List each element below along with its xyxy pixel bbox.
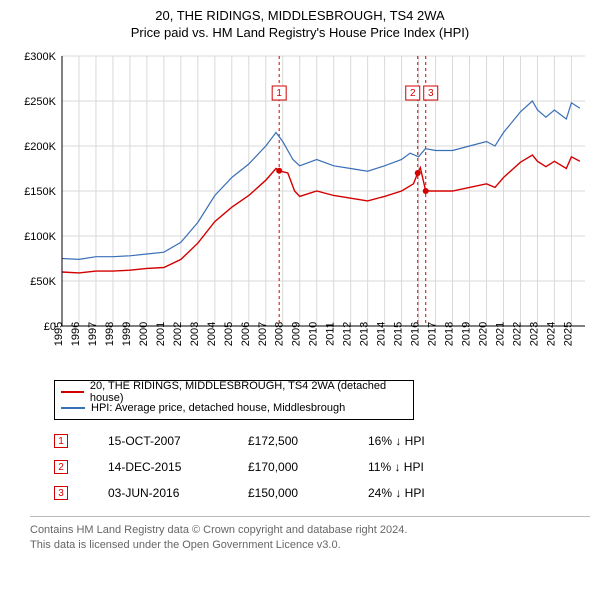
svg-text:£200K: £200K [24,141,56,153]
svg-text:2014: 2014 [376,322,388,346]
svg-text:2022: 2022 [511,322,523,346]
svg-text:2015: 2015 [393,322,405,346]
chart-container: 20, THE RIDINGS, MIDDLESBROUGH, TS4 2WA … [0,0,600,562]
svg-text:£300K: £300K [24,51,56,63]
transaction-marker: 2 [54,460,68,474]
transaction-row: 1 15-OCT-2007 £172,500 16% ↓ HPI [54,428,590,454]
svg-text:2020: 2020 [478,322,490,346]
svg-text:2024: 2024 [545,322,557,346]
svg-text:2025: 2025 [562,322,574,346]
transaction-price: £170,000 [248,460,328,474]
svg-text:£150K: £150K [24,186,56,198]
svg-text:1: 1 [276,88,282,99]
title-address: 20, THE RIDINGS, MIDDLESBROUGH, TS4 2WA [10,8,590,23]
svg-text:2016: 2016 [410,322,422,346]
transaction-row: 3 03-JUN-2016 £150,000 24% ↓ HPI [54,480,590,506]
svg-text:2013: 2013 [359,322,371,346]
svg-text:1998: 1998 [104,322,116,346]
svg-text:2019: 2019 [461,322,473,346]
svg-text:£50K: £50K [30,276,56,288]
svg-text:2002: 2002 [172,322,184,346]
svg-text:3: 3 [428,88,434,99]
svg-text:2003: 2003 [189,322,201,346]
svg-text:£100K: £100K [24,231,56,243]
svg-text:2004: 2004 [206,322,218,346]
transaction-date: 03-JUN-2016 [108,486,208,500]
svg-text:1996: 1996 [70,322,82,346]
footer-attribution: Contains HM Land Registry data © Crown c… [30,516,590,554]
transaction-diff: 24% ↓ HPI [368,486,468,500]
transaction-date: 14-DEC-2015 [108,460,208,474]
legend-label: HPI: Average price, detached house, Midd… [91,402,345,414]
svg-text:2001: 2001 [155,322,167,346]
transaction-price: £172,500 [248,434,328,448]
svg-text:2018: 2018 [444,322,456,346]
transaction-marker: 3 [54,486,68,500]
svg-text:1995: 1995 [53,322,65,346]
transaction-row: 2 14-DEC-2015 £170,000 11% ↓ HPI [54,454,590,480]
chart-svg: £0£50K£100K£150K£200K£250K£300K199519961… [10,46,590,376]
svg-text:2006: 2006 [240,322,252,346]
svg-text:2009: 2009 [291,322,303,346]
transaction-diff: 16% ↓ HPI [368,434,468,448]
svg-text:1997: 1997 [87,322,99,346]
title-subtitle: Price paid vs. HM Land Registry's House … [10,25,590,40]
svg-text:2007: 2007 [257,322,269,346]
svg-text:2005: 2005 [223,322,235,346]
svg-text:2023: 2023 [528,322,540,346]
svg-text:2021: 2021 [494,322,506,346]
svg-text:2008: 2008 [274,322,286,346]
legend-swatch [61,391,84,393]
svg-text:2010: 2010 [308,322,320,346]
svg-text:£250K: £250K [24,96,56,108]
svg-text:2000: 2000 [138,322,150,346]
transaction-price: £150,000 [248,486,328,500]
transaction-marker: 1 [54,434,68,448]
svg-text:2: 2 [410,88,416,99]
transaction-date: 15-OCT-2007 [108,434,208,448]
svg-text:1999: 1999 [121,322,133,346]
footer-line2: This data is licensed under the Open Gov… [30,538,590,553]
legend-label: 20, THE RIDINGS, MIDDLESBROUGH, TS4 2WA … [90,380,407,404]
legend: 20, THE RIDINGS, MIDDLESBROUGH, TS4 2WA … [54,380,414,420]
chart-plot-area: £0£50K£100K£150K£200K£250K£300K199519961… [10,46,590,376]
svg-text:2012: 2012 [342,322,354,346]
title-block: 20, THE RIDINGS, MIDDLESBROUGH, TS4 2WA … [10,8,590,40]
transaction-diff: 11% ↓ HPI [368,460,468,474]
legend-swatch [61,407,85,409]
transactions-table: 1 15-OCT-2007 £172,500 16% ↓ HPI 2 14-DEC-201… [54,428,590,506]
footer-line1: Contains HM Land Registry data © Crown c… [30,523,590,538]
svg-text:2017: 2017 [427,322,439,346]
legend-row: 20, THE RIDINGS, MIDDLESBROUGH, TS4 2WA … [61,384,407,400]
